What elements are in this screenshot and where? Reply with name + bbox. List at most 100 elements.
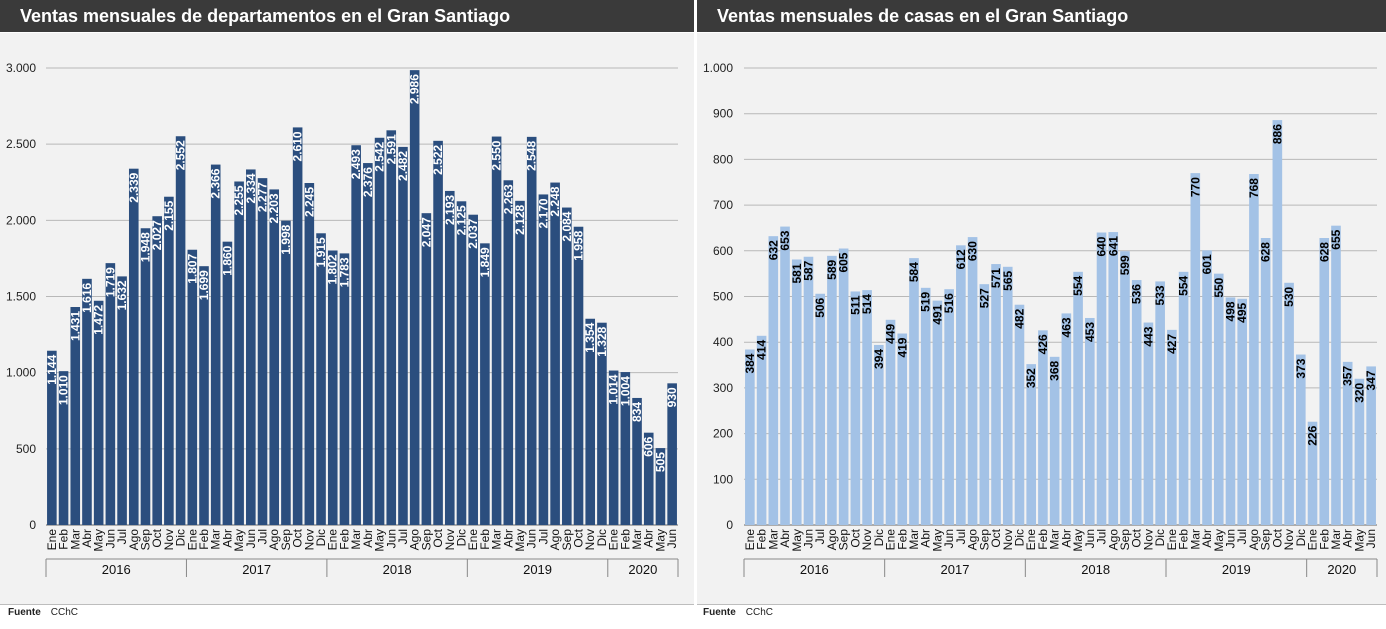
data-label: 886 bbox=[1270, 124, 1284, 144]
data-label: 770 bbox=[1188, 177, 1202, 197]
data-label: 1.632 bbox=[115, 280, 129, 310]
source-note: Fuente CChC bbox=[8, 607, 78, 618]
chart-panel-casas: Ventas mensuales de casas en el Gran San… bbox=[697, 0, 1386, 629]
x-tick-label: Feb bbox=[57, 529, 71, 550]
bar bbox=[82, 278, 92, 525]
bar bbox=[164, 196, 174, 525]
x-tick-label: Mar bbox=[1188, 529, 1202, 550]
data-label: 550 bbox=[1212, 277, 1226, 297]
x-tick-label: Mar bbox=[490, 529, 504, 550]
data-label: 373 bbox=[1294, 358, 1308, 378]
data-label: 2.493 bbox=[349, 149, 363, 179]
bar-chart-departamentos: 0 500 1.000 1.500 2.000 2.500 3.000 1.144 Ene 1.0… bbox=[6, 61, 679, 577]
data-label: 505 bbox=[653, 452, 667, 472]
x-tick-label: Sep bbox=[837, 529, 851, 551]
bar bbox=[768, 236, 779, 525]
x-tick-label: Dic bbox=[1153, 529, 1167, 546]
y-tick-label: 300 bbox=[713, 381, 733, 395]
bar bbox=[932, 300, 943, 525]
data-label: 2.170 bbox=[536, 198, 550, 228]
bar bbox=[815, 293, 826, 525]
bar bbox=[1249, 174, 1259, 526]
x-tick-label: Mar bbox=[349, 529, 363, 550]
bar bbox=[175, 136, 186, 525]
x-tick-label: Nov bbox=[162, 529, 176, 550]
data-label: 426 bbox=[1036, 334, 1050, 354]
data-label: 2.193 bbox=[443, 195, 457, 225]
x-tick-label: Ago bbox=[267, 529, 281, 551]
x-tick-label: Mar bbox=[68, 529, 82, 550]
x-tick-label: Jun bbox=[1083, 529, 1097, 548]
x-tick-label: Mar bbox=[1048, 529, 1062, 550]
y-tick-label: 2.000 bbox=[6, 213, 36, 227]
source-note: Fuente CChC bbox=[703, 607, 773, 618]
data-label: 527 bbox=[977, 288, 991, 308]
x-tick-label: Jul bbox=[536, 529, 550, 544]
data-label: 2.339 bbox=[127, 172, 141, 202]
bar bbox=[608, 370, 619, 525]
data-label: 443 bbox=[1141, 326, 1155, 346]
data-label: 1.472 bbox=[92, 304, 106, 334]
x-tick-label: Mar bbox=[766, 529, 780, 550]
bar bbox=[944, 289, 954, 525]
data-label: 2.542 bbox=[373, 141, 387, 171]
data-label: 1.004 bbox=[618, 376, 632, 406]
bar bbox=[1295, 354, 1306, 525]
x-tick-label: Nov bbox=[302, 529, 316, 550]
data-label: 605 bbox=[837, 252, 851, 272]
x-tick-label: Ene bbox=[1024, 529, 1038, 551]
bar bbox=[1131, 280, 1142, 525]
bar bbox=[655, 448, 666, 525]
x-tick-label: Dic bbox=[1012, 529, 1026, 546]
bar bbox=[538, 194, 549, 526]
bar bbox=[1155, 281, 1165, 525]
x-tick-label: Oct bbox=[431, 528, 445, 547]
x-tick-label: Ago bbox=[966, 529, 980, 551]
bar bbox=[351, 145, 361, 525]
data-label: 2.550 bbox=[490, 140, 504, 170]
bar bbox=[409, 70, 420, 526]
x-tick-label: Nov bbox=[1141, 529, 1155, 550]
x-tick-label: Abr bbox=[919, 529, 933, 548]
bar bbox=[862, 290, 872, 525]
data-label: 628 bbox=[1259, 242, 1273, 262]
data-label: 2.084 bbox=[560, 211, 574, 241]
x-tick-label: Dic bbox=[872, 529, 886, 546]
x-tick-label: Jul bbox=[1095, 529, 1109, 544]
data-label: 2.482 bbox=[396, 151, 410, 181]
bar bbox=[909, 258, 919, 525]
x-tick-label: May bbox=[653, 529, 667, 552]
data-label: 506 bbox=[813, 297, 827, 317]
year-label: 2017 bbox=[242, 562, 271, 577]
bar bbox=[597, 322, 607, 525]
bar bbox=[667, 383, 677, 525]
bar bbox=[187, 249, 198, 525]
bar-chart-casas: 0 100 200 300 400 500 600 700 800 900 1.000 384 Ene 4… bbox=[703, 61, 1378, 577]
bar bbox=[1272, 120, 1283, 526]
x-tick-label: Jun bbox=[665, 529, 679, 548]
source-value: CChC bbox=[745, 607, 774, 618]
data-label: 930 bbox=[665, 387, 679, 407]
x-tick-label: Ene bbox=[466, 529, 480, 551]
bar bbox=[991, 264, 1001, 525]
x-tick-label: Abr bbox=[1059, 529, 1073, 548]
x-tick-label: May bbox=[930, 529, 944, 552]
bar bbox=[386, 130, 397, 526]
x-tick-label: Sep bbox=[279, 529, 293, 551]
bar bbox=[1049, 356, 1060, 525]
x-tick-label: Jul bbox=[813, 529, 827, 544]
bar bbox=[1319, 238, 1330, 525]
data-label: 2.248 bbox=[548, 186, 562, 216]
data-label: 530 bbox=[1282, 286, 1296, 306]
bar bbox=[1178, 271, 1189, 525]
bar bbox=[780, 226, 790, 526]
bar bbox=[979, 284, 990, 525]
x-tick-label: May bbox=[232, 529, 246, 552]
x-tick-label: Oct bbox=[1270, 528, 1284, 547]
data-label: 565 bbox=[1001, 270, 1015, 290]
bar bbox=[1073, 271, 1083, 525]
x-tick-label: Feb bbox=[755, 529, 769, 550]
x-tick-label: Feb bbox=[478, 529, 492, 550]
data-label: 581 bbox=[790, 263, 804, 283]
data-label: 554 bbox=[1177, 276, 1191, 296]
